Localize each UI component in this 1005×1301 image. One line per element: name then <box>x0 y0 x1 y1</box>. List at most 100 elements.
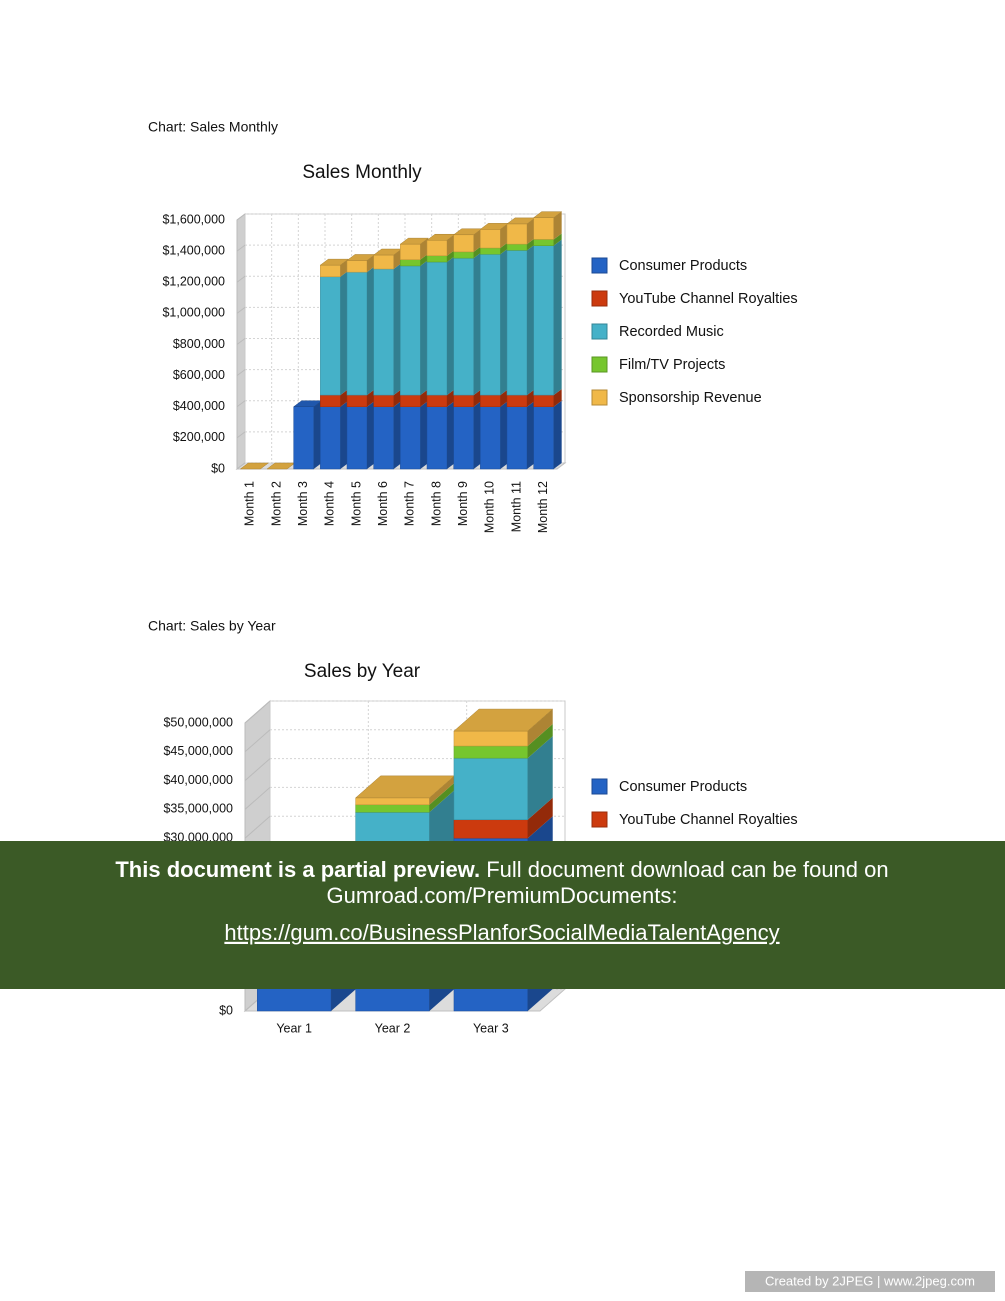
bar-segment-side <box>527 797 553 839</box>
bar-segment <box>533 394 554 407</box>
bar-segment-side <box>393 263 402 396</box>
bar-segment <box>426 239 448 257</box>
x-tick-label: Year 2 <box>375 1021 411 1035</box>
bar-segment-side <box>447 400 455 469</box>
bar-segment <box>373 254 394 270</box>
bar-segment-side <box>447 234 455 256</box>
grid-line-wall <box>244 700 271 724</box>
bar-top <box>532 211 563 218</box>
bar-segment <box>453 257 474 396</box>
banner-line: This document is a partial preview. Full… <box>115 857 888 882</box>
bar-segment-side <box>500 400 509 469</box>
chart-title: Sales by Year <box>304 661 421 682</box>
bar-segment <box>453 730 528 747</box>
bar-segment <box>453 819 528 839</box>
y-tick-label: $50,000,000 <box>163 715 233 729</box>
x-tick-label: Month 5 <box>349 481 363 526</box>
bar-segment <box>346 394 368 407</box>
bar-segment-side <box>500 223 509 249</box>
bar-segment <box>480 247 501 255</box>
bar-segment-side <box>393 389 402 407</box>
y-tick-label: $1,200,000 <box>162 275 225 289</box>
bar-segment-side <box>367 389 375 407</box>
bar-segment <box>506 223 528 245</box>
grid-line-wall <box>236 369 246 377</box>
grid-line-wall <box>236 431 246 439</box>
bar-segment-side <box>527 238 535 251</box>
legend-label: Consumer Products <box>619 258 747 274</box>
legend-swatch <box>591 356 608 373</box>
grid-line-wall <box>236 213 246 221</box>
legend-swatch <box>591 811 608 828</box>
bar-segment <box>373 268 394 396</box>
bar-segment-side <box>553 389 562 407</box>
preview-banner: This document is a partial preview. Full… <box>0 841 1005 989</box>
bar-segment <box>320 394 341 407</box>
bar-segment <box>506 394 528 407</box>
download-link[interactable]: https://gum.co/BusinessPlanforSocialMedi… <box>224 920 779 945</box>
bar-top <box>453 708 554 732</box>
y-tick-label: $0 <box>219 1003 233 1017</box>
bar-segment-side <box>420 259 429 396</box>
bar-segment-side <box>473 400 482 469</box>
grid-line-wall <box>236 462 246 470</box>
download-link-text[interactable]: https://gum.co/BusinessPlanforSocialMedi… <box>224 920 779 945</box>
bar-segment <box>533 239 554 246</box>
y-tick-label: $200,000 <box>173 430 225 444</box>
bar-segment <box>480 253 501 396</box>
grid-line-wall <box>236 244 246 252</box>
bar-segment-side <box>553 233 562 246</box>
bar-segment <box>533 245 554 396</box>
bar-segment-side <box>527 709 553 747</box>
x-tick-label: Month 8 <box>429 481 443 526</box>
legend-swatch <box>591 290 608 307</box>
bar-top <box>239 462 270 470</box>
y-tick-label: $1,400,000 <box>162 243 225 257</box>
y-tick-label: $1,000,000 <box>162 306 225 320</box>
bar-segment <box>453 251 474 259</box>
x-tick-label: Month 7 <box>403 481 417 526</box>
bar-segment-side <box>527 400 535 469</box>
grid-line-wall <box>244 787 271 810</box>
bar-segment <box>400 406 421 470</box>
bar-segment <box>506 243 528 251</box>
bar-segment <box>346 271 368 396</box>
bar-segment-side <box>393 249 402 270</box>
legend-label: YouTube Channel Royalties <box>619 291 798 307</box>
bar-segment-side <box>340 389 349 407</box>
bar-segment <box>480 229 501 249</box>
bar-segment <box>533 217 554 240</box>
bar-top <box>319 258 350 266</box>
bar-segment-side <box>420 253 429 266</box>
legend-label: Recorded Music <box>619 324 724 340</box>
bar-segment-side <box>527 724 553 759</box>
x-tick-label: Month 2 <box>269 481 283 526</box>
bar-segment-side <box>553 239 562 396</box>
bar-segment <box>426 261 448 396</box>
banner-lead: This document is a partial preview. <box>115 857 480 882</box>
x-tick-label: Month 6 <box>376 481 390 526</box>
bar-segment <box>480 406 501 470</box>
legend-swatch <box>591 257 608 274</box>
bar-segment-side <box>429 775 455 805</box>
bar-segment <box>506 250 528 396</box>
bar-segment <box>506 406 528 470</box>
legend-swatch <box>591 323 608 340</box>
banner-background <box>0 841 1005 989</box>
bar-segment <box>293 406 314 470</box>
bar-top <box>399 237 430 245</box>
chart-caption: Chart: Sales by Year <box>148 618 276 634</box>
y-tick-label: $0 <box>211 461 225 475</box>
legend-label: YouTube Channel Royalties <box>619 812 798 828</box>
bar-segment <box>400 394 421 407</box>
bar-segment <box>400 243 421 260</box>
grid-line-wall <box>236 338 246 345</box>
bar-segment <box>257 985 332 1012</box>
bar-segment <box>400 259 421 267</box>
bar-segment <box>426 406 448 470</box>
bar-segment-side <box>527 736 553 820</box>
bar-segment <box>453 406 474 470</box>
banner-text: Full document download can be found on <box>486 857 888 882</box>
bar-segment-side <box>473 252 482 396</box>
